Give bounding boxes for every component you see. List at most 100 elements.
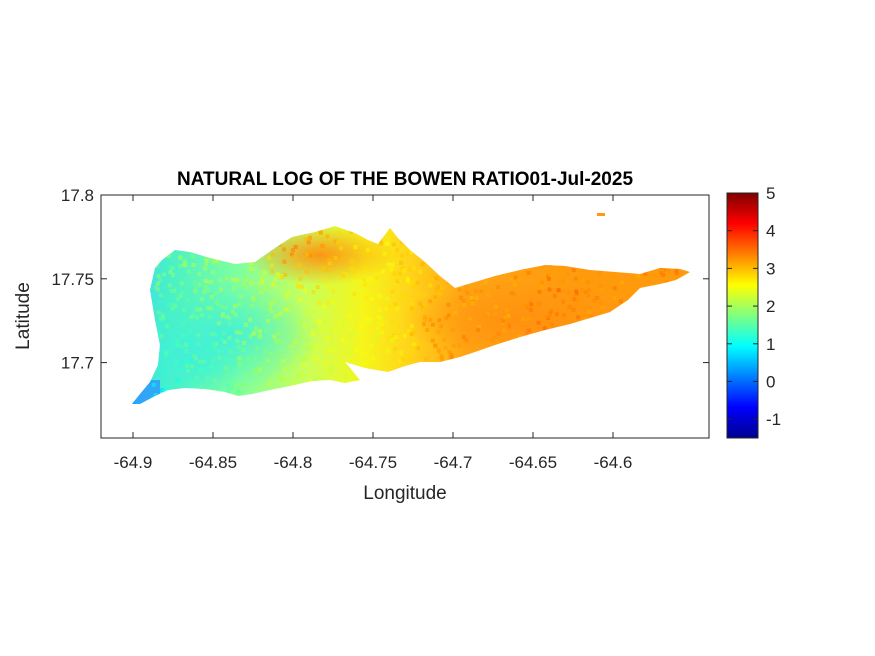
heatmap-cell	[599, 287, 604, 292]
heatmap-cell	[162, 389, 167, 394]
heatmap-cell	[206, 348, 211, 353]
heatmap-cell	[284, 294, 289, 299]
heatmap-cell	[184, 349, 189, 354]
heatmap-cell	[189, 314, 194, 319]
heatmap-cell	[333, 328, 338, 333]
heatmap-cell	[246, 356, 251, 361]
heatmap-cell	[665, 269, 670, 274]
heatmap-cell	[249, 260, 254, 265]
heatmap-cell	[212, 332, 217, 337]
heatmap-cell	[349, 333, 354, 338]
heatmap-cell	[424, 279, 429, 284]
heatmap-cell	[313, 378, 318, 383]
heatmap-cell	[196, 341, 201, 346]
heatmap-cell	[536, 304, 541, 309]
heatmap-cell	[619, 280, 624, 285]
heatmap-cell	[674, 271, 679, 276]
heatmap-cell	[431, 277, 436, 282]
heatmap-cell	[371, 278, 376, 283]
heatmap-cell	[566, 290, 571, 295]
heatmap-cell	[336, 378, 341, 383]
heatmap-cell	[224, 366, 229, 371]
heatmap-cell	[181, 333, 186, 338]
heatmap-cell	[483, 280, 488, 285]
x-tick-label: -64.75	[349, 453, 397, 472]
heatmap-cell	[518, 277, 523, 282]
heatmap-cell	[182, 258, 187, 263]
heatmap-cell	[219, 336, 224, 341]
heatmap-cell	[162, 368, 167, 373]
heatmap-cell	[352, 292, 357, 297]
heatmap-cell	[170, 306, 175, 311]
heatmap-cell	[253, 356, 258, 361]
heatmap-cell	[389, 338, 394, 343]
chart-title: NATURAL LOG OF THE BOWEN RATIO01-Jul-202…	[177, 169, 633, 190]
heatmap-cell	[282, 366, 287, 371]
heatmap-cell	[464, 283, 469, 288]
x-axis-label: Longitude	[363, 483, 446, 504]
heatmap-cell	[165, 324, 170, 329]
heatmap-cell	[239, 301, 244, 306]
heatmap-cell	[339, 246, 344, 251]
heatmap-cell	[397, 271, 402, 276]
heatmap-cell	[511, 291, 516, 296]
heatmap-cell	[304, 237, 309, 242]
heatmap-cell	[209, 279, 214, 284]
heatmap-cell	[506, 313, 511, 318]
heatmap-cell	[379, 316, 384, 321]
heatmap-cell	[237, 361, 242, 366]
heatmap-cell	[222, 339, 227, 344]
heatmap-cell	[344, 374, 349, 379]
heatmap-cell	[205, 376, 210, 381]
heatmap-cell	[450, 355, 455, 360]
heatmap-cell	[556, 287, 561, 292]
heatmap-cell	[270, 269, 275, 274]
heatmap-cell	[364, 295, 369, 300]
heatmap-cell	[326, 335, 331, 340]
heatmap-cell	[618, 285, 623, 290]
heatmap-cell	[214, 291, 219, 296]
y-tick-label: 17.7	[61, 354, 94, 373]
heatmap-cell	[234, 330, 239, 335]
heatmap-cell	[573, 276, 578, 281]
heatmap-cell	[449, 312, 454, 317]
heatmap-cell	[164, 350, 169, 355]
heatmap-cell	[156, 274, 161, 279]
heatmap-cell	[351, 269, 356, 274]
heatmap-cell	[477, 324, 482, 329]
heatmap-cell	[407, 358, 412, 363]
heatmap-cell	[600, 305, 605, 310]
heatmap-cell	[227, 321, 232, 326]
heatmap-cell	[429, 274, 434, 279]
heatmap-cell	[603, 271, 608, 276]
heatmap-cell	[238, 382, 243, 387]
heatmap-cell	[389, 267, 394, 272]
heatmap-cell	[175, 343, 180, 348]
heatmap-cell	[263, 286, 268, 291]
heatmap-cell	[401, 268, 406, 273]
heatmap-cell	[220, 311, 225, 316]
heatmap-cell	[237, 283, 242, 288]
heatmap-cell	[309, 249, 314, 254]
heatmap-cell	[214, 342, 219, 347]
heatmap-cell	[275, 316, 280, 321]
heatmap-cell	[226, 388, 231, 393]
heatmap-cell	[257, 286, 262, 291]
colorbar-tick-label: 2	[766, 297, 775, 316]
colorbar-ticks: 5 4 3 2 1 0 -1	[727, 184, 781, 429]
colorbar-tick-label: 3	[766, 259, 775, 278]
heatmap-cell	[181, 307, 186, 312]
heatmap-cell	[337, 320, 342, 325]
heatmap-cell	[293, 339, 298, 344]
heatmap-cell	[296, 263, 301, 268]
heatmap-cell	[407, 296, 412, 301]
heatmap-cell	[195, 315, 200, 320]
heatmap-cell	[525, 331, 530, 336]
heatmap-cell	[507, 324, 512, 329]
heatmap-cell	[311, 290, 316, 295]
heatmap-cell	[331, 289, 336, 294]
heatmap-cell	[349, 266, 354, 271]
heatmap-cell	[297, 298, 302, 303]
heatmap-cell	[537, 301, 542, 306]
heatmap-cell	[159, 293, 164, 298]
